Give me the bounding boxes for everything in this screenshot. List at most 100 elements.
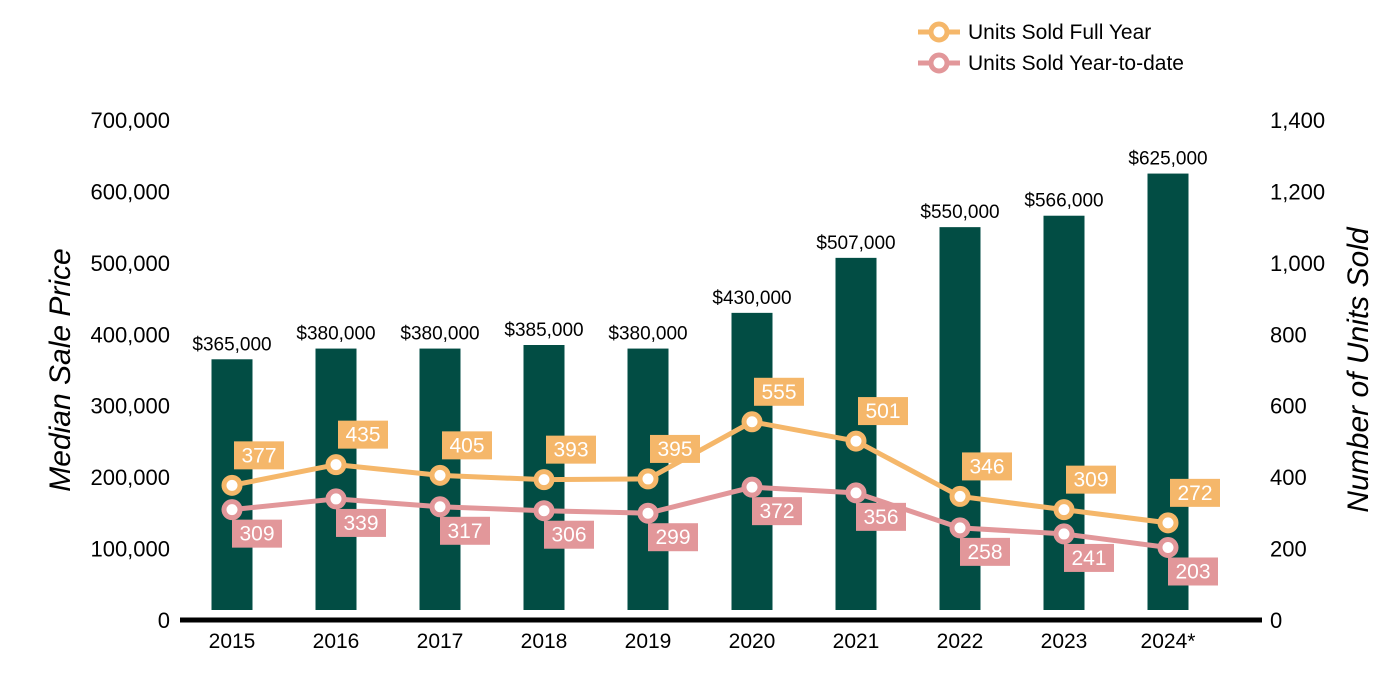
data-label: 356 (863, 506, 898, 529)
series-point (221, 499, 243, 521)
y-right-tick-label: 1,200 (1270, 179, 1325, 204)
y-left-axis-label: Median Sale Price (44, 248, 77, 491)
y-left-tick-label: 200,000 (90, 465, 170, 490)
bar-data-label: $380,000 (296, 324, 375, 345)
bar-data-label: $380,000 (400, 324, 479, 345)
series-point (221, 474, 243, 496)
data-label-box (960, 537, 1010, 566)
data-label-box (648, 523, 698, 552)
data-label: 309 (1073, 469, 1108, 492)
y-right-tick-label: 800 (1270, 322, 1307, 347)
y-left-tick-label: 0 (158, 608, 170, 633)
right-axis-ticks: 0 200 400 600 800 1,000 1,200 1,400 (1270, 108, 1325, 633)
x-tick-label: 2017 (417, 630, 464, 653)
series-point (429, 496, 451, 518)
data-label-box (856, 502, 906, 531)
data-label: 258 (967, 541, 1002, 564)
data-label: 405 (449, 434, 484, 457)
series-point (637, 468, 659, 490)
y-right-tick-label: 600 (1270, 394, 1307, 419)
bar (315, 348, 357, 610)
series-point (637, 502, 659, 524)
x-tick-label: 2019 (625, 630, 672, 653)
data-label: 241 (1071, 547, 1106, 570)
data-label: 339 (343, 512, 378, 535)
bar-data-label: $507,000 (816, 233, 895, 254)
data-label-box (442, 431, 492, 460)
data-label-box (752, 497, 802, 526)
legend-item-full-year: Units Sold Full Year (918, 21, 1151, 44)
data-label-box (1168, 557, 1218, 586)
series-point (845, 482, 867, 504)
data-label: 299 (655, 526, 690, 549)
x-axis-ticks: 2015 2016 2017 2018 2019 2020 2021 2022 2023 2024… (209, 630, 1196, 653)
y-right-tick-label: 1,400 (1270, 108, 1325, 133)
data-label-box (754, 377, 804, 406)
y-left-tick-label: 400,000 (90, 322, 170, 347)
data-label: 309 (239, 523, 274, 546)
y-right-tick-label: 0 (1270, 608, 1282, 633)
series-point (325, 454, 347, 476)
data-label-box (440, 516, 490, 545)
bar-data-label: $550,000 (920, 202, 999, 223)
data-label-box (336, 508, 386, 537)
y-left-tick-label: 500,000 (90, 251, 170, 276)
series-point (1053, 523, 1075, 545)
data-label-box (858, 397, 908, 426)
data-label: 555 (761, 381, 796, 404)
data-label: 395 (657, 438, 692, 461)
data-label-box (546, 435, 596, 464)
data-label-box (962, 452, 1012, 481)
x-tick-label: 2016 (313, 630, 360, 653)
data-label: 435 (345, 424, 380, 447)
data-label-box (234, 441, 284, 470)
data-label: 317 (447, 520, 482, 543)
bar-data-label: $385,000 (504, 320, 583, 341)
y-right-tick-label: 200 (1270, 537, 1307, 562)
series-point (533, 469, 555, 491)
series-point (1157, 512, 1179, 534)
data-label: 272 (1177, 482, 1212, 505)
data-label: 501 (865, 400, 900, 423)
y-right-tick-label: 400 (1270, 465, 1307, 490)
data-label: 372 (759, 500, 794, 523)
series-point (845, 430, 867, 452)
y-left-tick-label: 600,000 (90, 179, 170, 204)
data-label-box (544, 520, 594, 549)
series-ytd: 309 339 317 306 299 372 356 258 241 203 (221, 476, 1218, 586)
data-label-box (1066, 465, 1116, 494)
data-label-box (1064, 543, 1114, 572)
series-full-year: 377 435 405 393 395 555 501 346 309 272 (221, 377, 1220, 534)
x-tick-label: 2020 (729, 630, 776, 653)
data-label: 377 (241, 444, 276, 467)
y-right-axis-label: Number of Units Sold (1342, 226, 1375, 512)
y-left-tick-label: 100,000 (90, 537, 170, 562)
bars (211, 173, 1189, 611)
series-point (741, 476, 763, 498)
data-label: 306 (551, 524, 586, 547)
data-label-box (232, 519, 282, 548)
series-point (741, 411, 763, 433)
data-label: 393 (553, 439, 588, 462)
data-label-box (1170, 478, 1220, 507)
bar-data-label: $566,000 (1024, 191, 1103, 212)
x-tick-label: 2024* (1141, 630, 1196, 653)
legend-label-full-year: Units Sold Full Year (968, 21, 1151, 44)
y-left-tick-label: 300,000 (90, 394, 170, 419)
data-label-box (338, 420, 388, 449)
x-tick-label: 2021 (833, 630, 880, 653)
series-point (949, 517, 971, 539)
series-point (949, 485, 971, 507)
data-label: 203 (1175, 561, 1210, 584)
series-line (231, 484, 1169, 550)
bar-value-labels: $365,000 $380,000 $380,000 $385,000 $380,000… (192, 149, 1207, 356)
x-tick-label: 2022 (937, 630, 984, 653)
series-point (1053, 499, 1075, 521)
x-tick-label: 2015 (209, 630, 256, 653)
legend: Units Sold Full Year Units Sold Year-to-… (918, 21, 1184, 75)
x-tick-label: 2018 (521, 630, 568, 653)
bar-data-label: $365,000 (192, 334, 271, 355)
y-right-tick-label: 1,000 (1270, 251, 1325, 276)
